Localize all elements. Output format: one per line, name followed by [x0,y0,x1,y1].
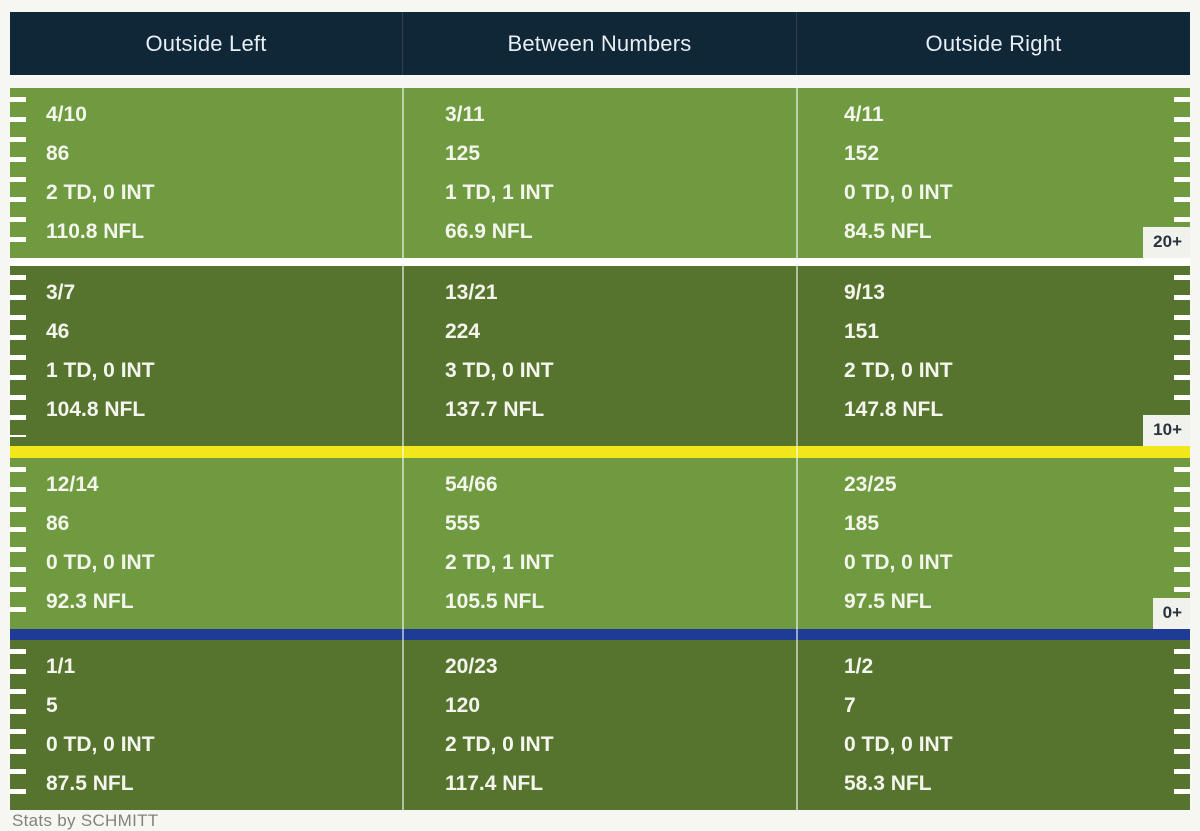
td-int: 0 TD, 0 INT [46,733,155,756]
yard-line-white [10,258,1190,266]
column-divider-left [402,88,404,810]
zone-cell: 3/7 46 1 TD, 0 INT 104.8 NFL [10,266,402,446]
nfl-rating: 104.8 NFL [46,398,146,421]
td-int: 2 TD, 0 INT [46,181,155,204]
zone-cell: 54/66 555 2 TD, 1 INT 105.5 NFL [402,458,796,629]
comp-att: 3/11 [445,103,485,126]
yards: 152 [844,142,880,165]
comp-att: 20/23 [445,655,498,678]
zone-cell: 13/21 224 3 TD, 0 INT 137.7 NFL [402,266,796,446]
chart-board: Outside Left Between Numbers Outside Rig… [10,12,1190,810]
comp-att: 3/7 [46,281,76,304]
hash-marks-right [1174,649,1190,801]
comp-att: 13/21 [445,281,498,304]
zone-cell: 4/10 86 2 TD, 0 INT 110.8 NFL [10,88,402,258]
depth-badge-20plus: 20+ [1143,227,1190,258]
column-divider-right [796,88,798,810]
zone-cell: 9/13 151 2 TD, 0 INT 147.8 NFL [796,266,1190,446]
comp-att: 1/2 [844,655,874,678]
yards: 7 [844,694,856,717]
td-int: 2 TD, 0 INT [844,359,953,382]
zone-cell: 4/11 152 0 TD, 0 INT 84.5 NFL [796,88,1190,258]
zone-header-bar: Outside Left Between Numbers Outside Rig… [10,12,1190,75]
nfl-rating: 84.5 NFL [844,220,932,243]
comp-att: 4/10 [46,103,87,126]
zone-row-behind-los: 1/1 5 0 TD, 0 INT 87.5 NFL 20/23 120 2 T… [10,640,1190,810]
comp-att: 9/13 [844,281,885,304]
comp-att: 12/14 [46,473,99,496]
depth-badge-10plus: 10+ [1143,415,1190,446]
zone-cell: 3/11 125 1 TD, 1 INT 66.9 NFL [402,88,796,258]
td-int: 1 TD, 1 INT [445,181,554,204]
yards: 46 [46,320,70,343]
yards: 151 [844,320,880,343]
comp-att: 4/11 [844,103,884,126]
hash-marks-left [10,97,26,249]
zone-cell: 12/14 86 0 TD, 0 INT 92.3 NFL [10,458,402,629]
yards: 86 [46,142,70,165]
yards: 5 [46,694,58,717]
hash-marks-right [1174,275,1190,437]
line-of-scrimmage [10,629,1190,640]
depth-badge-0plus: 0+ [1152,598,1190,629]
header-outside-right: Outside Right [796,12,1190,75]
header-between-numbers: Between Numbers [402,12,796,75]
hash-marks-right [1174,97,1190,249]
nfl-rating: 58.3 NFL [844,772,932,795]
comp-att: 23/25 [844,473,897,496]
td-int: 2 TD, 1 INT [445,551,554,574]
nfl-rating: 137.7 NFL [445,398,545,421]
yards: 125 [445,142,481,165]
comp-att: 54/66 [445,473,498,496]
zone-cell: 1/1 5 0 TD, 0 INT 87.5 NFL [10,640,402,810]
hash-marks-left [10,649,26,801]
td-int: 0 TD, 0 INT [46,551,155,574]
nfl-rating: 117.4 NFL [445,772,544,795]
td-int: 3 TD, 0 INT [445,359,554,382]
first-down-line [10,446,1190,458]
yards: 224 [445,320,481,343]
yards: 185 [844,512,880,535]
yards: 86 [46,512,70,535]
zone-row-10plus: 3/7 46 1 TD, 0 INT 104.8 NFL 13/21 224 3… [10,266,1190,446]
credit-caption: Stats by SCHMITT [12,811,159,830]
td-int: 0 TD, 0 INT [844,733,953,756]
nfl-rating: 92.3 NFL [46,590,134,613]
td-int: 0 TD, 0 INT [844,181,953,204]
td-int: 1 TD, 0 INT [46,359,155,382]
zone-cell: 1/2 7 0 TD, 0 INT 58.3 NFL [796,640,1190,810]
nfl-rating: 87.5 NFL [46,772,134,795]
nfl-rating: 147.8 NFL [844,398,944,421]
football-field: 4/10 86 2 TD, 0 INT 110.8 NFL 3/11 125 1… [10,88,1190,810]
zone-cell: 23/25 185 0 TD, 0 INT 97.5 NFL [796,458,1190,629]
comp-att: 1/1 [46,655,76,678]
yards: 120 [445,694,481,717]
td-int: 0 TD, 0 INT [844,551,953,574]
nfl-rating: 105.5 NFL [445,590,545,613]
nfl-rating: 66.9 NFL [445,220,533,243]
hash-marks-left [10,275,26,437]
td-int: 2 TD, 0 INT [445,733,554,756]
zone-row-0plus: 12/14 86 0 TD, 0 INT 92.3 NFL 54/66 555 … [10,458,1190,629]
zone-row-20plus: 4/10 86 2 TD, 0 INT 110.8 NFL 3/11 125 1… [10,88,1190,258]
header-outside-left: Outside Left [145,30,267,56]
nfl-rating: 97.5 NFL [844,590,932,613]
hash-marks-left [10,467,26,620]
zone-cell: 20/23 120 2 TD, 0 INT 117.4 NFL [402,640,796,810]
yards: 555 [445,512,481,535]
hash-marks-right [1174,467,1190,620]
nfl-rating: 110.8 NFL [46,220,145,243]
